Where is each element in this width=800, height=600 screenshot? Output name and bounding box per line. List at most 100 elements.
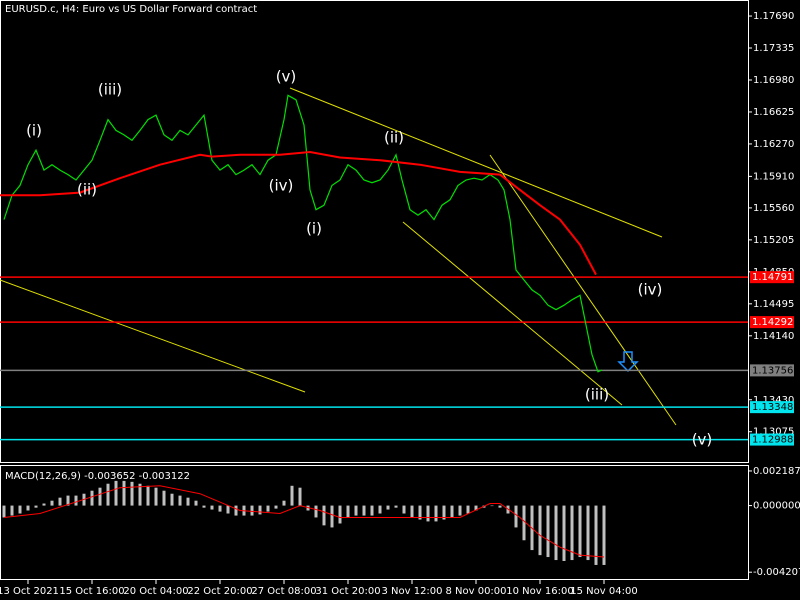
y-tick-label: 1.13075	[753, 427, 794, 438]
level-label: 1.14292	[752, 317, 793, 328]
y-tick-label: 1.14140	[753, 331, 794, 342]
macd-bar	[538, 505, 542, 556]
macd-bar	[594, 505, 598, 565]
wave-label: (ii)	[384, 129, 404, 147]
macd-bar	[50, 500, 54, 506]
macd-bar	[450, 505, 454, 518]
y-tick-label: 0.002187	[753, 466, 800, 477]
macd-bar	[58, 497, 62, 506]
macd-bar	[10, 505, 14, 516]
macd-bar	[98, 487, 102, 506]
wave-label: (iii)	[98, 81, 122, 99]
macd-bar	[170, 493, 174, 506]
wave-label: (v)	[276, 68, 297, 86]
trend-lines	[0, 87, 677, 426]
macd-bar	[370, 505, 374, 516]
macd-bar	[18, 505, 22, 514]
macd-bar	[114, 480, 118, 506]
macd-bar	[546, 505, 550, 558]
y-tick-label: 1.14495	[753, 299, 794, 310]
wave-label: (i)	[26, 122, 42, 140]
y-tick-label: 1.16270	[753, 139, 794, 150]
wave-label: (v)	[692, 431, 713, 449]
macd-bar	[138, 483, 142, 506]
macd-title: MACD(12,26,9) -0.003652 -0.003122	[5, 471, 190, 482]
x-tick-label: 3 Nov 12:00	[381, 586, 442, 597]
macd-bar	[586, 505, 590, 561]
wave-label: (ii)	[77, 181, 97, 199]
macd-bar	[186, 497, 190, 506]
macd-bar	[178, 495, 182, 506]
macd-bar	[490, 505, 494, 507]
trend-line	[0, 279, 306, 393]
macd-bar	[498, 505, 502, 508]
macd-bar	[226, 505, 230, 514]
y-tick-label: 1.17690	[753, 11, 794, 22]
y-tick-label: 1.16980	[753, 75, 794, 86]
macd-panel-frame	[0, 465, 749, 580]
x-tick-label: 8 Nov 00:00	[445, 586, 506, 597]
x-tick-label: 10 Nov 16:00	[506, 586, 573, 597]
macd-bar	[474, 505, 478, 511]
macd-bar	[346, 505, 350, 518]
macd-bar	[554, 505, 558, 561]
macd-bar	[514, 505, 518, 528]
macd-bar	[442, 505, 446, 520]
macd-bar	[122, 480, 126, 506]
signal-line	[3, 485, 605, 558]
macd-bar	[418, 505, 422, 520]
trend-line	[289, 87, 663, 238]
wave-label: (iii)	[585, 386, 609, 404]
x-tick-label: 15 Nov 04:00	[570, 586, 637, 597]
macd-bar	[322, 505, 326, 526]
macd-bar	[210, 505, 214, 510]
macd-bar	[386, 505, 390, 510]
level-label-box	[750, 433, 794, 446]
y-tick-label: 1.13430	[753, 395, 794, 406]
macd-bar	[394, 505, 398, 508]
macd-bar	[570, 505, 574, 561]
macd-bar	[194, 500, 198, 506]
macd-bar	[90, 490, 94, 506]
level-label: 1.13348	[752, 402, 793, 413]
y-tick-label: -0.004207	[753, 567, 800, 578]
y-tick-label: 1.16625	[753, 107, 794, 118]
y-tick-label: 1.17335	[753, 43, 794, 54]
macd-bar	[578, 505, 582, 558]
price-line	[3, 94, 603, 373]
macd-bar	[234, 505, 238, 516]
macd-bar	[258, 505, 262, 515]
wave-label: (iv)	[638, 281, 663, 299]
macd-bar	[106, 483, 110, 506]
macd-bar	[42, 503, 46, 506]
macd-bar	[298, 487, 302, 506]
price-line	[0, 150, 597, 276]
macd-bar	[66, 495, 70, 506]
macd-bar	[250, 505, 254, 516]
macd-bar	[290, 485, 294, 506]
level-label-box	[750, 401, 794, 414]
macd-bar	[354, 505, 358, 516]
macd-bar	[26, 505, 30, 511]
x-tick-label: 13 Oct 2021	[0, 586, 59, 597]
level-label: 1.13756	[752, 365, 793, 376]
macd-bar	[314, 505, 318, 518]
macd-bar	[266, 505, 270, 512]
x-tick-label: 22 Oct 20:00	[187, 586, 252, 597]
macd-bar	[410, 505, 414, 518]
macd-bar	[154, 487, 158, 506]
macd-bar	[402, 505, 406, 514]
y-tick-label: 1.15560	[753, 203, 794, 214]
macd-bar	[130, 481, 134, 506]
x-tick-label: 27 Oct 08:00	[251, 586, 316, 597]
macd-bar	[562, 505, 566, 561]
macd-bar	[282, 500, 286, 506]
macd-bar	[458, 505, 462, 516]
level-label: 1.12988	[752, 435, 793, 446]
macd-bar	[338, 505, 342, 524]
trend-line	[402, 221, 623, 406]
macd-bar	[34, 505, 38, 508]
level-label: 1.14791	[752, 272, 793, 283]
x-tick-label: 31 Oct 20:00	[315, 586, 380, 597]
